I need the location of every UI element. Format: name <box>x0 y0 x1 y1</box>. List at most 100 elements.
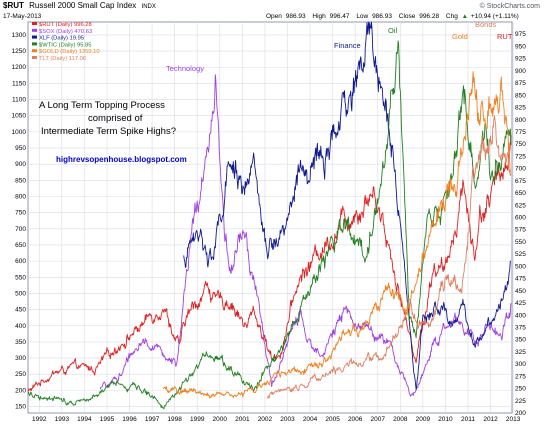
x-tick-label: 1994 <box>77 416 92 423</box>
annotation-bonds: Bonds <box>475 20 497 29</box>
left-tick-label: 750 <box>15 210 26 217</box>
right-y-axis: 200 225 250 275 300 325 350 375 400 425 450 475 500 5… <box>515 31 526 417</box>
right-tick-label: 775 <box>515 129 526 136</box>
high-value: 996.47 <box>330 13 350 20</box>
right-tick-label: 750 <box>515 141 526 148</box>
right-tick-label: 500 <box>515 263 526 270</box>
series-line-rut <box>27 135 512 392</box>
left-tick-label: 1300 <box>12 32 27 39</box>
legend: $RUT (Daily) 996.28$SOX (Daily) 470.63XL… <box>32 22 100 62</box>
left-y-axis: 150 200 250 300 350 400 450 500 550 600 650 700 750 8… <box>12 32 27 411</box>
left-tick-label: 1100 <box>12 97 26 104</box>
right-tick-label: 275 <box>515 373 526 380</box>
right-tick-label: 925 <box>515 56 526 63</box>
legend-entry: $SOX (Daily) 470.63 <box>39 29 92 35</box>
right-tick-label: 700 <box>515 166 526 173</box>
header-index-name: Russell 2000 Small Cap Index <box>29 1 136 10</box>
left-tick-label: 500 <box>15 290 26 297</box>
x-axis: 1992 1993 1994 1995 1996 1997 1998 1999 2000 2001… <box>32 416 521 423</box>
left-tick-label: 150 <box>15 404 26 411</box>
right-tick-label: 525 <box>515 251 526 258</box>
left-tick-label: 1000 <box>12 129 27 136</box>
series-line-gold <box>162 71 512 399</box>
right-tick-label: 200 <box>515 410 526 417</box>
x-tick-label: 2008 <box>393 416 408 423</box>
right-tick-label: 825 <box>515 105 526 112</box>
x-tick-label: 2012 <box>483 416 498 423</box>
right-tick-label: 450 <box>515 288 526 295</box>
x-tick-label: 2007 <box>371 416 386 423</box>
close-value: 996.28 <box>419 13 439 20</box>
right-tick-label: 675 <box>515 178 526 185</box>
left-tick-label: 200 <box>15 387 26 394</box>
annotation-main-line3: Intermediate Term Spike Highs? <box>41 126 176 137</box>
legend-swatch <box>32 22 37 25</box>
legend-swatch <box>32 56 37 59</box>
right-tick-label: 800 <box>515 117 526 124</box>
right-tick-label: 575 <box>515 227 526 234</box>
right-tick-label: 300 <box>515 361 526 368</box>
header-symbol: $RUT <box>3 1 24 10</box>
x-tick-label: 1998 <box>167 416 182 423</box>
legend-swatch <box>32 49 37 53</box>
chg-arrow-icon: ▲ <box>462 13 468 20</box>
right-tick-label: 600 <box>515 215 526 222</box>
high-label: High <box>312 13 326 20</box>
x-tick-label: 2002 <box>258 416 273 423</box>
left-tick-label: 300 <box>15 355 26 362</box>
header-ohlc: Open 986.93 High 996.47 Low 986.93 Close… <box>266 13 519 20</box>
legend-entry: $WTIC (Daily) 95.85 <box>39 42 92 48</box>
right-tick-label: 475 <box>515 276 526 283</box>
legend-entry: $GOLD (Daily) 1359.10 <box>39 49 100 55</box>
legend-swatch <box>32 28 37 32</box>
right-tick-label: 250 <box>515 386 526 393</box>
x-tick-label: 2010 <box>438 416 453 423</box>
grid <box>28 22 514 413</box>
annotation-main-line1: A Long Term Topping Process <box>39 100 165 111</box>
annotation-oil: Oil <box>388 26 398 35</box>
series-line-wtic <box>27 40 512 410</box>
x-tick-label: 2013 <box>506 416 521 423</box>
legend-entry: TLT (Daily) 117.06 <box>39 56 86 62</box>
right-tick-label: 650 <box>515 190 526 197</box>
chg-value: +10.94 (+1.11%) <box>471 13 519 20</box>
right-tick-label: 725 <box>515 153 526 160</box>
left-tick-label: 700 <box>15 226 26 233</box>
series-line-xlf <box>183 21 512 390</box>
left-tick-label: 600 <box>15 258 26 265</box>
header-title: $RUT Russell 2000 Small Cap Index INDX <box>3 1 156 10</box>
right-tick-label: 850 <box>515 92 526 99</box>
low-label: Low <box>356 13 368 20</box>
low-value: 986.93 <box>372 13 392 20</box>
annotation-rut: RUT <box>497 32 513 41</box>
annotation-gold: Gold <box>452 32 468 41</box>
right-tick-label: 875 <box>515 80 526 87</box>
left-tick-label: 450 <box>15 307 26 314</box>
annotation-main-line2: comprised of <box>88 113 143 124</box>
x-tick-label: 1999 <box>190 416 205 423</box>
legend-swatch <box>32 42 37 46</box>
x-tick-label: 2009 <box>416 416 431 423</box>
x-tick-label: 1995 <box>100 416 115 423</box>
left-tick-label: 250 <box>15 371 26 378</box>
left-tick-label: 800 <box>15 193 26 200</box>
open-value: 986.93 <box>286 13 306 20</box>
annotation-technology: Technology <box>166 64 204 73</box>
x-tick-label: 2006 <box>348 416 363 423</box>
legend-entry: $RUT (Daily) 996.28 <box>39 22 92 28</box>
right-tick-label: 625 <box>515 202 526 209</box>
right-tick-label: 550 <box>515 239 526 246</box>
header-date: 17-May-2013 <box>3 13 42 20</box>
x-tick-label: 1993 <box>55 416 70 423</box>
series-line-sox <box>99 74 512 397</box>
right-tick-label: 950 <box>515 43 526 50</box>
left-tick-label: 1050 <box>12 113 27 120</box>
header-exchange: INDX <box>142 4 156 10</box>
chg-label: Chg <box>446 13 458 20</box>
close-label: Close <box>399 13 416 20</box>
x-tick-label: 2011 <box>461 416 475 423</box>
x-tick-label: 2005 <box>325 416 340 423</box>
left-tick-label: 350 <box>15 339 26 346</box>
annotation-finance: Finance <box>334 41 361 50</box>
annotation-blog-url: highrevsopenhouse.blogspot.com <box>56 155 187 164</box>
